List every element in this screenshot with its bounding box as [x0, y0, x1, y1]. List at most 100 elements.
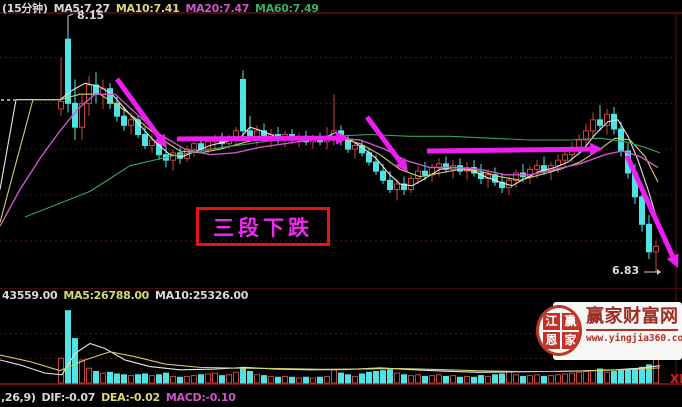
volume-bar	[212, 372, 218, 384]
volume-bar	[163, 372, 169, 384]
volume-bar	[184, 375, 190, 384]
trend-arrow-shaft	[114, 77, 162, 139]
volume-bar	[233, 371, 239, 384]
ma-line-MA5	[0, 82, 659, 223]
seal-logo-icon: 江赢恩家	[536, 305, 582, 356]
volume-bar	[128, 375, 134, 384]
seal-char: 恩	[543, 332, 560, 349]
volume-bar	[555, 374, 561, 384]
volume-bar	[492, 374, 498, 384]
high-price-label: 8.15	[77, 9, 105, 22]
volume-bar	[534, 374, 540, 384]
price-ma-legend-item: MA5:7.27	[53, 2, 111, 15]
seal-char: 家	[562, 332, 579, 349]
volume-bar	[380, 370, 386, 384]
volume-bar	[289, 376, 295, 384]
price-ma-legend-item: MA20:7.47	[185, 2, 250, 15]
watermark-divider	[586, 329, 678, 331]
volume-bar	[282, 375, 288, 384]
volume-bar	[625, 369, 631, 384]
volume-bar	[254, 374, 260, 384]
volume-bar	[338, 372, 344, 384]
candle-body	[576, 139, 582, 148]
volume-bar	[205, 373, 211, 384]
annotation-text: 三段下跌	[213, 215, 313, 240]
candle-body	[128, 119, 134, 126]
macd-legend-item: ,26,9)	[1, 391, 36, 404]
candle-body	[394, 183, 400, 190]
volume-bar	[520, 375, 526, 384]
volume-bar	[548, 375, 554, 384]
candle-body	[583, 130, 589, 141]
volume-bar	[79, 359, 85, 384]
candle-body	[443, 163, 449, 170]
candle-body	[408, 178, 414, 190]
candle-body	[65, 38, 71, 104]
volume-bar	[366, 371, 372, 384]
candle-body	[611, 113, 617, 130]
volume-bar	[121, 374, 127, 384]
site-watermark: 江赢恩家 赢家财富网 www.yingjia360.com	[536, 302, 682, 360]
candle-body	[191, 143, 197, 150]
volume-bar	[114, 373, 120, 384]
candle-body	[380, 170, 386, 181]
volume-bar	[65, 310, 71, 384]
candle-body	[590, 119, 596, 132]
volume-ma-legend-item: 43559.00	[2, 289, 58, 302]
volume-bar	[198, 374, 204, 384]
price-ma-legend-item: MA60:7.49	[255, 2, 319, 15]
trend-arrow-shaft	[426, 146, 591, 154]
trend-arrow-head	[335, 131, 349, 145]
volume-bar	[275, 376, 281, 384]
trend-arrow-head	[395, 157, 408, 172]
volume-bar	[261, 375, 267, 384]
annotation-box: 三段下跌	[196, 207, 330, 246]
price-ma-legend: (15分钟) MA5:7.27 MA10:7.41 MA20:7.47 MA60:7.4…	[2, 0, 325, 16]
volume-bar	[436, 374, 442, 384]
seal-char: 赢	[562, 313, 579, 330]
candle-body	[653, 245, 659, 253]
candle-body	[79, 102, 85, 128]
candle-body	[142, 134, 148, 146]
volume-bar	[478, 375, 484, 384]
candle-body	[562, 154, 568, 161]
watermark-url: www.yingjia360.com	[586, 333, 682, 344]
vol-VOL-MA10	[0, 351, 661, 373]
ma-line-MA10	[0, 93, 659, 223]
candle-body	[555, 159, 561, 167]
volume-bar	[324, 375, 330, 384]
volume-bar	[170, 375, 176, 384]
volume-bar	[394, 372, 400, 384]
trend-arrow-head	[589, 142, 603, 156]
trend-arrow-shaft	[176, 135, 337, 142]
volume-bar	[352, 375, 358, 384]
volume-bar	[156, 374, 162, 384]
low-price-label: 6.83	[612, 264, 640, 277]
volume-bar	[303, 376, 309, 384]
pane-divider	[0, 288, 682, 289]
volume-bar	[247, 370, 253, 384]
candle-body	[646, 223, 652, 253]
trend-arrow-shaft	[624, 154, 675, 258]
volume-bar	[464, 375, 470, 384]
candle-body	[121, 115, 127, 126]
candle-body	[107, 88, 113, 104]
volume-bar	[100, 372, 106, 384]
macd-legend-item: MACD:-0.10	[165, 391, 236, 404]
candle-body	[499, 181, 505, 189]
volume-bar	[590, 370, 596, 384]
volume-bar	[240, 366, 246, 384]
watermark-title: 赢家财富网	[586, 306, 679, 327]
trend-arrow-head	[154, 133, 167, 148]
volume-bar	[107, 371, 113, 384]
volume-bar	[576, 371, 582, 384]
volume-bar	[422, 375, 428, 384]
volume-bar	[604, 371, 610, 384]
volume-bar	[72, 338, 78, 384]
ma-line-MA60	[24, 133, 661, 218]
volume-bar	[296, 377, 302, 384]
volume-bar	[331, 369, 337, 384]
volume-bar	[415, 374, 421, 384]
candle-body	[58, 101, 64, 110]
